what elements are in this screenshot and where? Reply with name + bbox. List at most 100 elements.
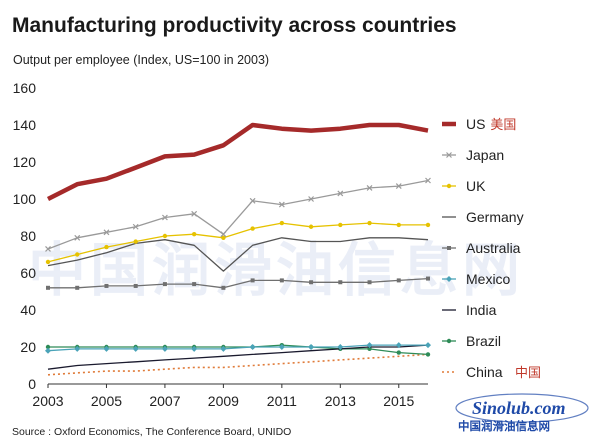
series-line-mexico — [47, 344, 428, 352]
data-point — [191, 231, 197, 237]
series-mexico — [45, 342, 431, 354]
data-point — [338, 222, 343, 228]
data-point — [45, 344, 51, 350]
data-point — [367, 220, 372, 226]
data-point — [279, 278, 284, 283]
data-point — [104, 244, 109, 250]
data-point — [279, 220, 285, 226]
data-point — [308, 196, 315, 202]
data-point — [74, 234, 81, 241]
data-point — [45, 246, 51, 252]
data-point — [337, 344, 344, 350]
data-point — [162, 282, 167, 287]
legend-label: China — [466, 364, 503, 380]
data-point — [425, 342, 431, 349]
data-point — [367, 346, 372, 352]
data-point — [133, 283, 138, 288]
data-point — [249, 197, 256, 204]
data-point — [366, 342, 373, 349]
y-tick-label: 160 — [13, 80, 37, 96]
data-point — [74, 345, 81, 352]
series-line-uk — [47, 222, 428, 263]
chart-subtitle: Output per employee (Index, US=100 in 20… — [13, 53, 270, 67]
data-point — [45, 259, 51, 265]
series-line-brazil — [48, 344, 429, 356]
data-point — [162, 233, 168, 239]
data-point — [220, 345, 227, 352]
y-tick-label: 40 — [20, 302, 36, 318]
data-point — [425, 177, 431, 184]
series-us — [46, 122, 429, 202]
data-point — [446, 183, 452, 189]
chart-axes: 0 20 40 60 80 100 120 140 160 2003 2005 2007 2009 201… — [13, 80, 428, 409]
data-point — [395, 342, 402, 349]
data-point — [45, 347, 51, 354]
y-tick-label: 100 — [13, 191, 37, 207]
series-uk — [45, 220, 431, 265]
data-point — [161, 214, 168, 221]
data-point — [75, 285, 80, 290]
legend-item-india: India — [442, 302, 497, 318]
y-tick-label: 60 — [20, 265, 36, 281]
data-point — [161, 345, 168, 352]
data-point — [132, 223, 139, 230]
series-line-india — [47, 344, 429, 370]
y-tick-label: 20 — [20, 339, 36, 355]
data-point — [446, 338, 452, 344]
chart-legend: US 美国 Japan UK Germany Australia Mexico India Br… — [442, 116, 541, 381]
data-point — [103, 345, 110, 352]
legend-label: Germany — [466, 209, 524, 225]
legend-label: Japan — [466, 147, 504, 163]
legend-label-cn: 中国 — [515, 366, 541, 381]
series-japan — [45, 177, 431, 252]
legend-item-china: China 中国 — [442, 364, 541, 381]
x-tick-label: 2015 — [383, 393, 414, 409]
chart-title: Manufacturing productivity across countr… — [12, 14, 457, 37]
legend-label: UK — [466, 178, 486, 194]
series-line-germany — [47, 237, 429, 272]
logo-text: 中国润滑油信息网 — [458, 421, 550, 433]
data-point — [308, 224, 314, 229]
data-point — [309, 280, 314, 285]
data-point — [396, 278, 401, 283]
legend-item-germany: Germany — [442, 209, 524, 225]
data-point — [425, 352, 431, 357]
data-point — [396, 222, 401, 228]
x-tick-label: 2005 — [91, 393, 122, 409]
legend-label: India — [466, 302, 497, 318]
x-tick-label: 2011 — [267, 393, 297, 409]
data-point — [278, 344, 285, 350]
legend-item-us: US 美国 — [442, 116, 516, 133]
data-point — [75, 252, 80, 257]
y-tick-label: 0 — [28, 376, 36, 392]
legend-label-cn: 美国 — [490, 118, 516, 133]
legend-item-australia: Australia — [442, 240, 521, 256]
chart-series — [45, 122, 431, 376]
data-point — [221, 285, 226, 290]
data-point — [278, 201, 285, 208]
data-point — [367, 280, 372, 285]
legend-label: Mexico — [466, 271, 511, 287]
legend-item-brazil: Brazil — [442, 333, 501, 349]
legend-label: US — [466, 116, 485, 132]
series-india — [47, 344, 429, 370]
x-tick-label: 2009 — [208, 393, 239, 409]
data-point — [103, 229, 110, 236]
y-tick-label: 120 — [13, 154, 37, 170]
series-line-australia — [48, 277, 429, 289]
watermark: 中国润滑油信息网 — [28, 238, 524, 303]
legend-label: Australia — [466, 240, 521, 256]
data-point — [133, 239, 138, 244]
x-tick-label: 2007 — [149, 393, 180, 409]
logo-wordmark: Sinolub.com — [472, 398, 566, 418]
data-point — [446, 276, 452, 282]
data-point — [338, 280, 343, 285]
data-point — [447, 246, 451, 250]
data-point — [250, 278, 255, 283]
data-point — [220, 231, 227, 238]
data-point — [395, 183, 402, 189]
x-tick-label: 2013 — [325, 393, 356, 409]
data-point — [221, 235, 226, 241]
y-tick-label: 140 — [13, 117, 37, 133]
